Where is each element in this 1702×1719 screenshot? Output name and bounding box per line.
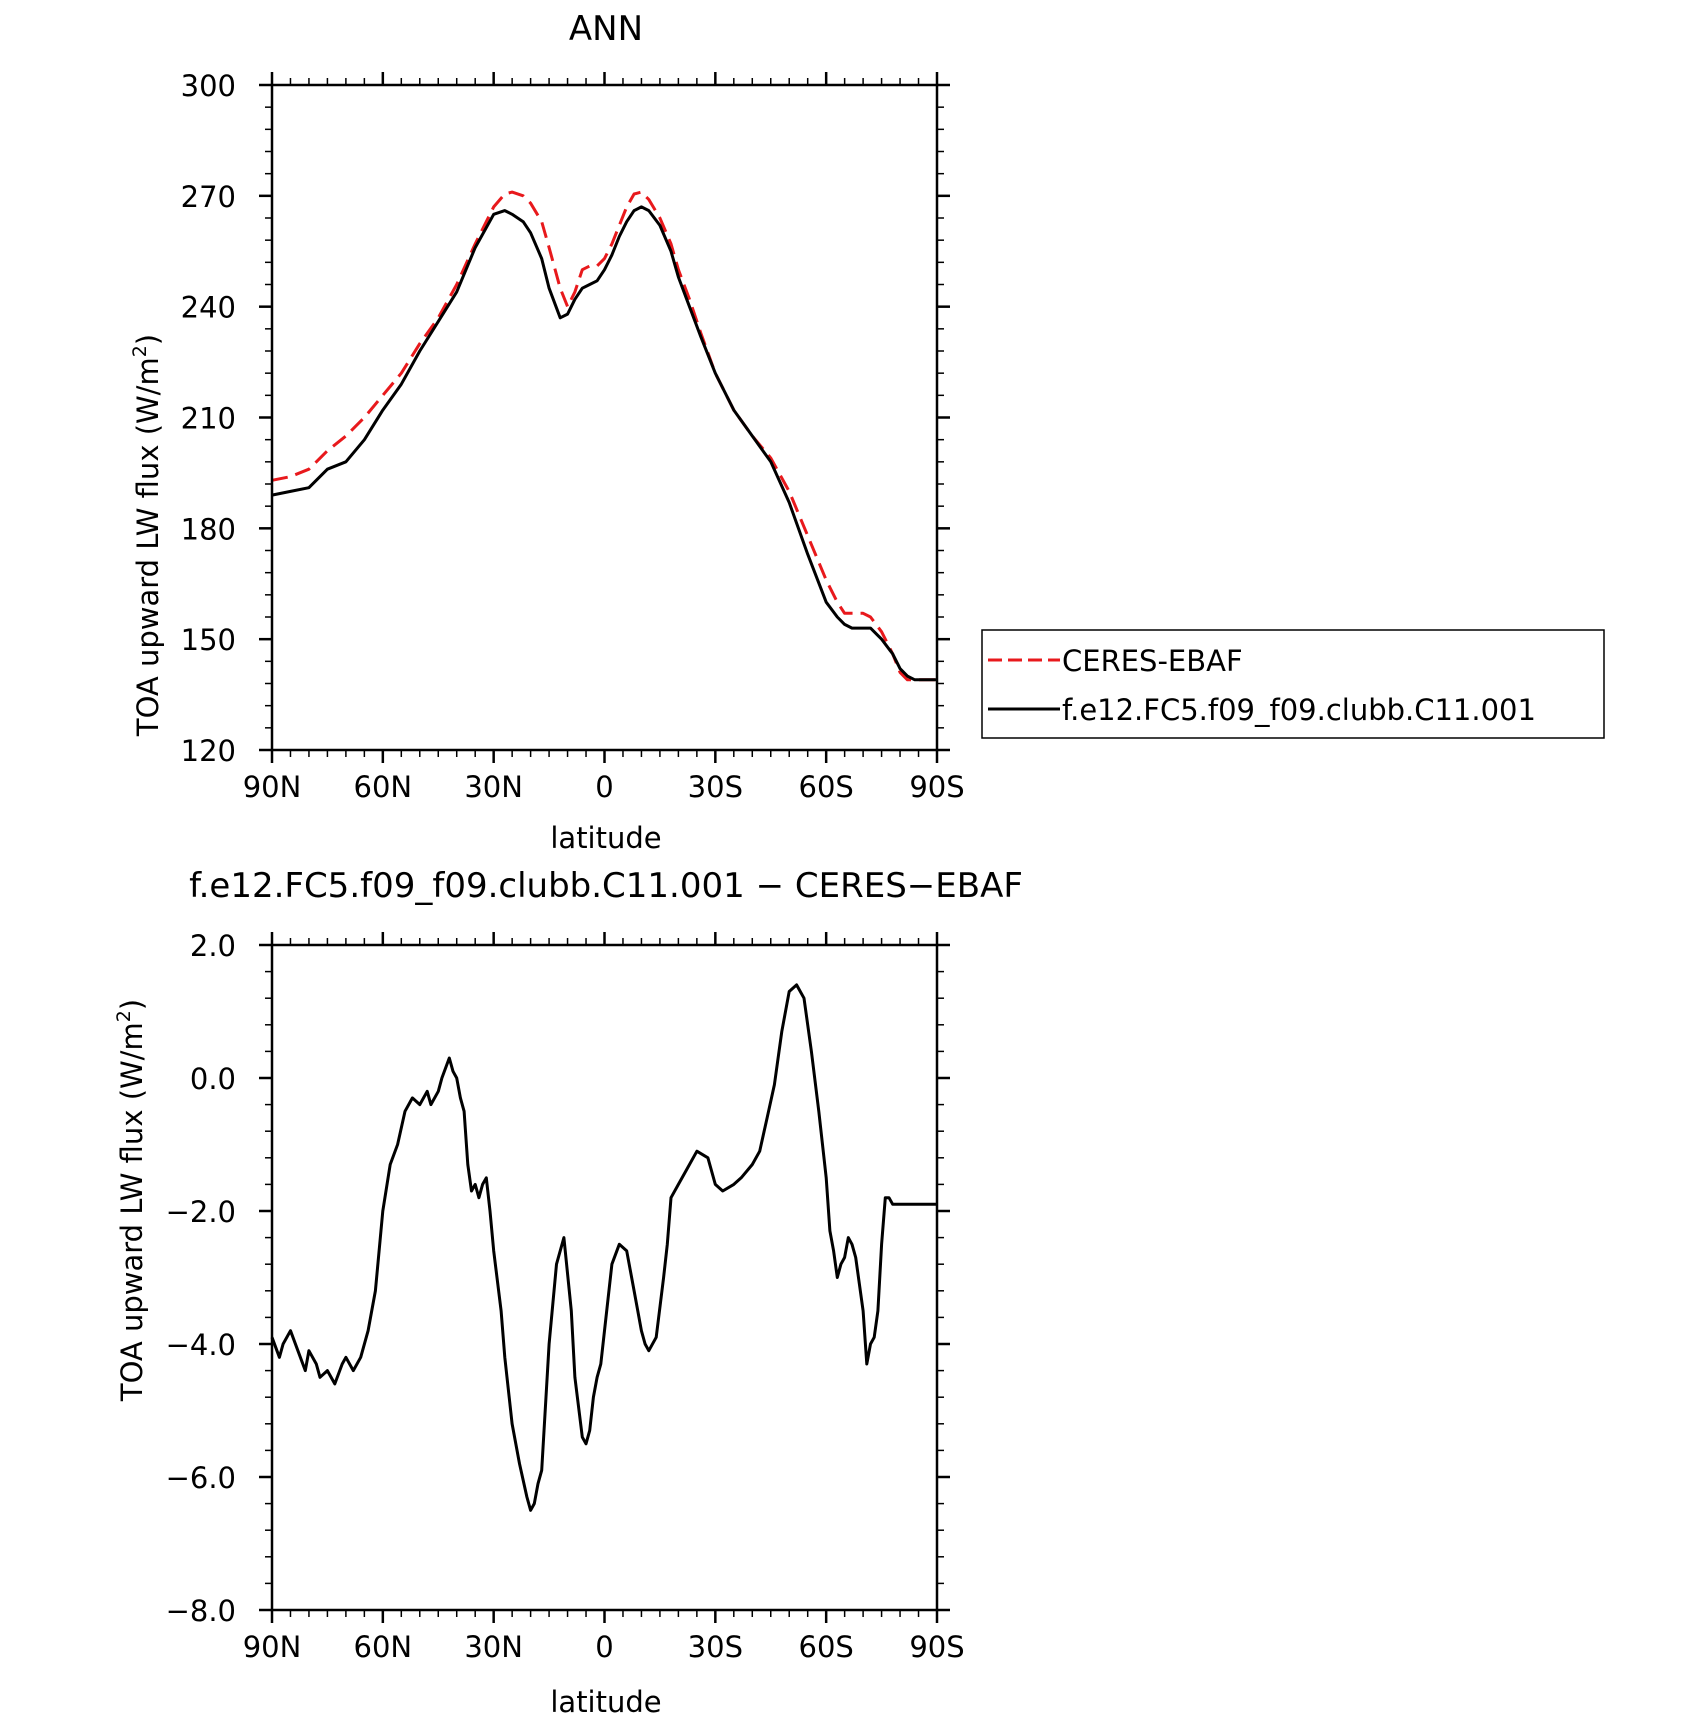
x-tick-label: 60N [354, 770, 413, 804]
x-axis-label: latitude [550, 1685, 661, 1719]
y-axis-label-sup: 2 [113, 1010, 135, 1022]
x-tick-label: 60S [799, 770, 854, 804]
chart-title: ANN [569, 9, 643, 49]
y-tick-label: 240 [181, 291, 236, 325]
series-line-f-e12-fc5-f09-f09-clubb-c11-001 [271, 205, 937, 682]
y-tick-label: 120 [181, 734, 236, 768]
x-tick-label: 30N [464, 770, 523, 804]
axis-ticks: 90N 60N 30N 0 30S 60S 90S 120 150 180 210 240 270 300 [181, 69, 965, 804]
axis-ticks: 90N 60N 30N 0 30S 60S 90S −8.0 −6.0 −4.0 −2.0 0.0 2.… [166, 929, 965, 1664]
x-tick-label: 30S [688, 770, 743, 804]
y-axis-label: TOA upward LW flux (W/m2) [113, 999, 149, 1402]
plot-frame [270, 943, 939, 1612]
y-axis-label-tail: ) [131, 334, 165, 345]
y-tick-label: −2.0 [166, 1195, 236, 1229]
y-tick-label: 270 [181, 180, 236, 214]
x-tick-label: 30S [688, 1630, 743, 1664]
x-tick-label: 0 [595, 1630, 613, 1664]
y-axis-label-sup: 2 [129, 345, 151, 357]
y-tick-label: 2.0 [190, 929, 236, 963]
chart-title: f.e12.FC5.f09_f09.clubb.C11.001 − CERES−… [189, 866, 1023, 906]
difference-line [270, 983, 937, 1512]
series-group [270, 983, 937, 1512]
y-tick-label: −4.0 [166, 1328, 236, 1362]
legend: CERES-EBAF f.e12.FC5.f09_f09.clubb.C11.0… [981, 629, 1605, 739]
y-tick-label: 300 [181, 69, 236, 103]
panel-bottom: f.e12.FC5.f09_f09.clubb.C11.001 − CERES−… [113, 866, 1023, 1719]
y-axis-label-text: TOA upward LW flux (W/m [115, 1022, 149, 1402]
y-tick-label: 150 [181, 623, 236, 657]
x-tick-label: 60N [354, 1630, 413, 1664]
series-group [271, 190, 937, 682]
plot-frame [270, 83, 939, 752]
panel-top: ANN latitude TOA upward LW flux (W/m2) 9… [129, 9, 1605, 855]
y-axis-label: TOA upward LW flux (W/m2) [129, 334, 165, 737]
y-axis-label-tail: ) [115, 999, 149, 1010]
x-tick-label: 90N [243, 770, 302, 804]
x-tick-label: 90S [909, 770, 964, 804]
y-tick-label: 210 [181, 402, 236, 436]
x-tick-label: 0 [595, 770, 613, 804]
y-axis-label-text: TOA upward LW flux (W/m [131, 357, 165, 737]
x-tick-label: 30N [464, 1630, 523, 1664]
series-line-ceres-ebaf [271, 190, 937, 682]
x-tick-label: 60S [799, 1630, 854, 1664]
y-tick-label: 180 [181, 512, 236, 546]
x-axis-label: latitude [550, 821, 661, 855]
y-tick-label: 0.0 [190, 1062, 236, 1096]
x-tick-label: 90N [243, 1630, 302, 1664]
x-tick-label: 90S [909, 1630, 964, 1664]
y-tick-label: −8.0 [166, 1594, 236, 1628]
legend-label-model: f.e12.FC5.f09_f09.clubb.C11.001 [1062, 693, 1536, 727]
legend-box [981, 629, 1605, 739]
y-tick-label: −6.0 [166, 1461, 236, 1495]
legend-label-ceres: CERES-EBAF [1062, 644, 1243, 678]
